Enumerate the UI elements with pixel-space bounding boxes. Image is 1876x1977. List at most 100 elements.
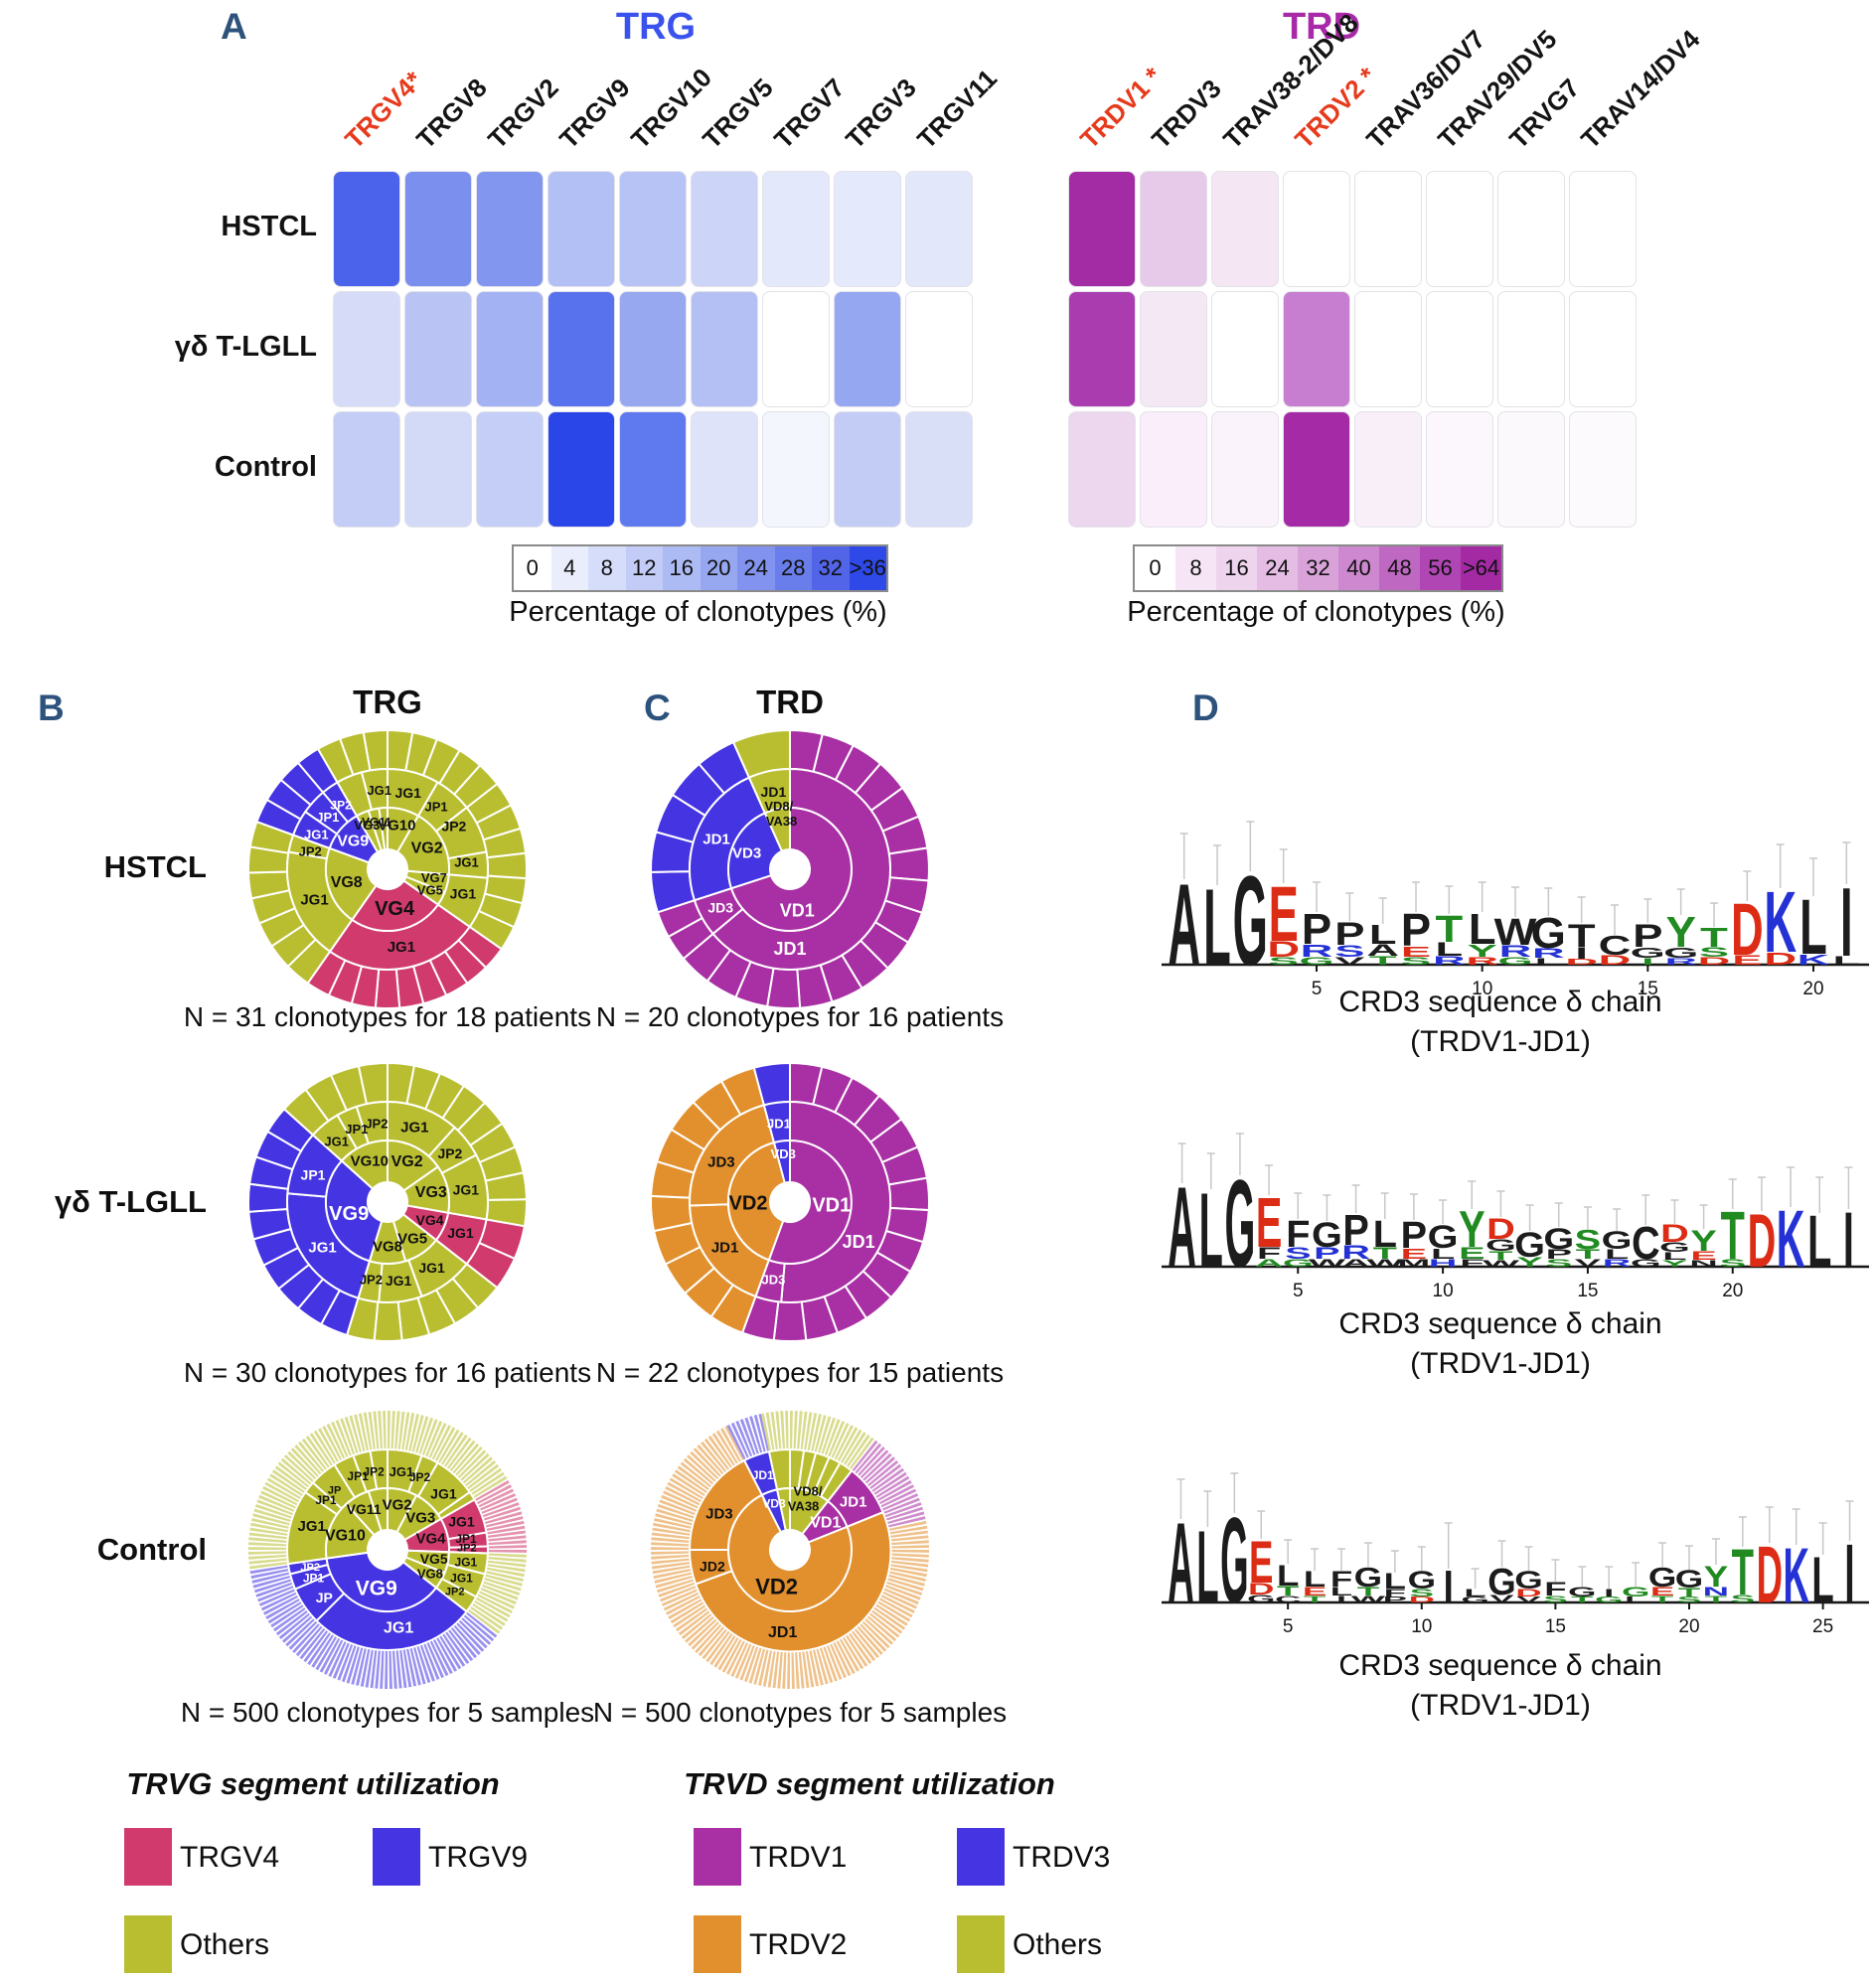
heatmap-cell — [762, 171, 830, 287]
sunburst-label: JD1 — [768, 1624, 797, 1641]
logo-letter: D — [1660, 1220, 1689, 1248]
sunburst-outer-hatch — [869, 1608, 903, 1634]
sunburst-label: JP2 — [409, 1470, 431, 1484]
logo-letter: S — [1677, 1596, 1701, 1604]
logo-letter: R — [1433, 954, 1466, 968]
heatmap-cell — [476, 411, 544, 528]
sunburst-label: VG8 — [373, 1238, 402, 1255]
logo-letter: D — [1698, 955, 1731, 967]
sunburst-label: JG1 — [450, 1572, 473, 1586]
logo-letter: G — [1247, 1593, 1275, 1604]
heatmap-scale-cell: 24 — [1257, 546, 1298, 590]
sunburst-inner-segment — [367, 1486, 389, 1533]
sunburst-outer-hatch — [254, 1504, 293, 1519]
sunburst-outer-hatch — [484, 1574, 523, 1587]
logo-letter: V — [1489, 1593, 1513, 1604]
sunburst-outer-hatch — [389, 1649, 392, 1689]
heatmap-cell — [1354, 171, 1422, 287]
heatmap-cell — [834, 411, 901, 528]
legend-item-label: TRDV1 — [749, 1841, 848, 1874]
sunburst-outer-hatch — [486, 1567, 525, 1578]
row-label-lgll: γδ T-LGLL — [54, 1184, 207, 1219]
logo-caption-2-line1: CRD3 sequence δ chain — [1338, 1307, 1662, 1340]
logo-letter: L — [1431, 1246, 1455, 1263]
sunburst-outer-hatch — [758, 1647, 769, 1686]
sunburst-outer-hatch — [252, 1513, 291, 1526]
sunburst-outer-hatch — [653, 1568, 693, 1580]
heatmap-color-scale: 0 8 16 24 32 40 48 56 >64 — [1133, 544, 1503, 592]
sunburst-control-trg: VG2VG3VG4VG5VG8VG9VG10VG11JG1JP2JG1JG1JP… — [247, 1410, 528, 1690]
sunburst-label: JG1 — [390, 1464, 414, 1479]
sunburst-outer-hatch — [260, 1592, 298, 1611]
sunburst-outer-slice — [887, 846, 930, 882]
sunburst-outer-hatch — [840, 1429, 862, 1464]
sunburst-outer-hatch — [282, 1615, 313, 1643]
heatmap-scale-cell: 40 — [1338, 546, 1379, 590]
sunburst-outer-hatch — [284, 1454, 315, 1483]
logo-letter: G — [1312, 1215, 1342, 1255]
sunburst-outer-hatch — [479, 1587, 517, 1605]
logo-letter: S — [1546, 1258, 1572, 1270]
logo-letter: I — [1575, 945, 1588, 963]
heatmap-column-label: TRGV2 — [482, 72, 564, 155]
heatmap-scale-cell: 24 — [737, 546, 775, 590]
sunburst-outer-hatch — [666, 1595, 702, 1615]
sunburst-outer-hatch — [762, 1648, 773, 1687]
sunburst-outer-hatch — [698, 1625, 726, 1657]
sunburst-label: VG5 — [417, 882, 443, 897]
sunburst-label: JP — [316, 1590, 333, 1605]
sunburst-outer-hatch — [697, 1445, 724, 1475]
sunburst-outer-hatch — [254, 1579, 292, 1594]
sunburst-outer-hatch — [292, 1622, 321, 1653]
sunburst-outer-hatch — [651, 1558, 691, 1565]
sunburst-outer-hatch — [258, 1589, 296, 1606]
sunburst-label: JG1 — [400, 1120, 428, 1137]
sunburst-outer-hatch — [695, 1622, 723, 1653]
logo-letter: P — [1334, 916, 1364, 952]
heatmap-cell — [1211, 291, 1279, 407]
heatmap-cell — [333, 411, 400, 528]
sunburst-outer-hatch — [251, 1518, 290, 1529]
sunburst-outer-hatch — [798, 1649, 805, 1689]
sunburst-label: JG1 — [300, 892, 328, 909]
sunburst-outer-hatch — [811, 1414, 822, 1452]
sunburst-outer-hatch — [802, 1649, 810, 1688]
sunburst-outer-hatch — [269, 1473, 304, 1497]
sunburst-outer-hatch — [688, 1617, 718, 1647]
sunburst-outer-hatch — [657, 1579, 695, 1594]
sunburst-outer-slice — [887, 1176, 931, 1212]
sunburst-outer-hatch — [735, 1421, 753, 1457]
sunburst-label: JP2 — [363, 1464, 385, 1478]
sunburst-inner-segment — [729, 806, 853, 932]
sunburst-outer-hatch — [669, 1477, 704, 1500]
logo-letter: V — [1334, 955, 1364, 967]
sunburst-outer-hatch — [434, 1427, 456, 1462]
sunburst-outer-hatch — [383, 1411, 387, 1450]
sunburst-label: JD3 — [707, 1154, 735, 1171]
logo-letter: L — [1304, 1568, 1326, 1592]
sunburst-outer-hatch — [857, 1446, 885, 1477]
sunburst-outer-hatch — [841, 1634, 864, 1670]
sunburst-outer-hatch — [730, 1640, 749, 1677]
heatmap-cell — [333, 171, 400, 287]
logo-letter: T — [1357, 1585, 1380, 1598]
sunburst-outer-hatch — [744, 1644, 759, 1683]
sunburst-label: VD1 — [780, 900, 815, 920]
sunburst-outer-hatch — [663, 1490, 700, 1509]
sunburst-label: JG1 — [384, 1620, 413, 1637]
sunburst-outer-hatch — [466, 1463, 500, 1490]
legend-swatch — [124, 1915, 172, 1973]
logo-letter: T — [1571, 1596, 1593, 1604]
sunburst-outer-hatch — [467, 1608, 501, 1634]
sunburst-outer-slice — [373, 1300, 403, 1343]
logo-letter: F — [1330, 1568, 1352, 1592]
sunburst-label: JP2 — [457, 1543, 477, 1555]
sunburst-outer-hatch — [288, 1620, 318, 1650]
logo-letter: S — [1401, 955, 1431, 967]
heatmap-cell — [404, 171, 472, 287]
sunburst-outer-hatch — [807, 1413, 818, 1451]
sunburst-outer-hatch — [866, 1460, 899, 1487]
sunburst-outer-hatch — [429, 1639, 449, 1677]
sunburst-outer-hatch — [342, 1644, 357, 1683]
sunburst-outer-hatch — [422, 1642, 440, 1680]
